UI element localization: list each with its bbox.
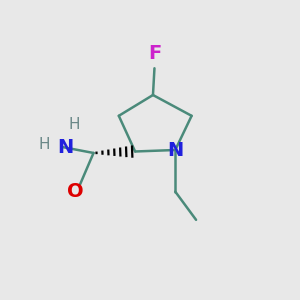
Text: H: H: [39, 136, 50, 152]
Text: N: N: [57, 137, 74, 157]
Text: N: N: [167, 140, 183, 160]
Text: H: H: [68, 117, 80, 132]
Text: F: F: [148, 44, 161, 63]
Text: O: O: [68, 182, 84, 201]
